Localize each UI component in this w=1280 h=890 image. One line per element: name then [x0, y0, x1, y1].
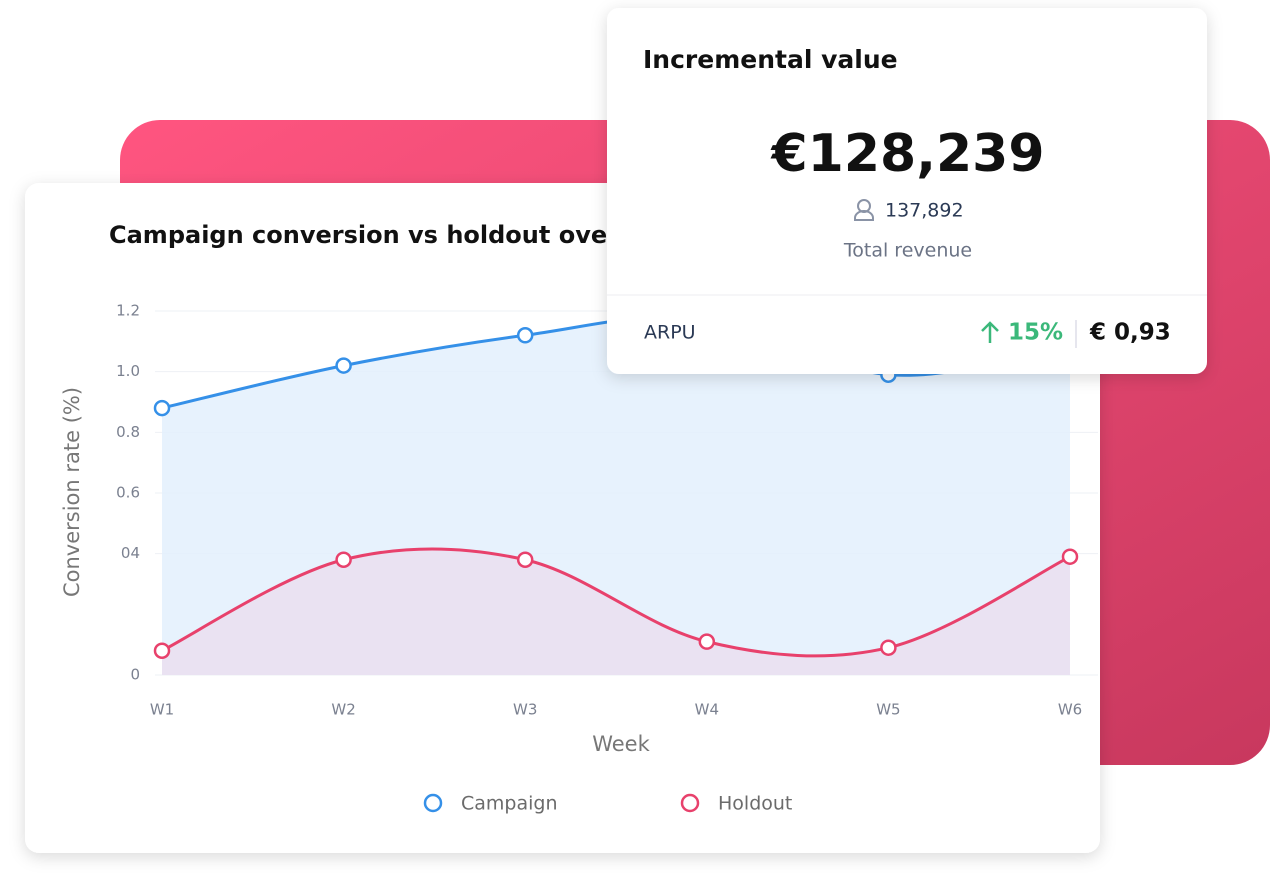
x-tick-label: W4: [695, 701, 719, 719]
users: 137,892: [885, 200, 964, 222]
series-area: [162, 548, 1070, 675]
point: [880, 639, 897, 656]
caption: Total revenue: [843, 240, 972, 262]
legend-marker: [680, 793, 700, 813]
y-tick-label: 0: [130, 666, 140, 684]
point: [698, 633, 716, 650]
x-tick-label: W5: [876, 701, 900, 719]
point: [516, 327, 534, 344]
point: [335, 357, 352, 374]
chart-title: Campaign conversion vs holdout over t: [109, 221, 639, 249]
point: [335, 551, 352, 568]
amount: €128,239: [770, 124, 1044, 184]
value-card: Incremental value €128,239 137,892 Total…: [607, 8, 1207, 374]
y-tick-label: 04: [121, 544, 140, 562]
card-bg: [607, 8, 1207, 374]
y-tick-label: 0.8: [116, 423, 140, 441]
series-line: [161, 547, 1071, 658]
metric: ARPU: [644, 322, 696, 344]
y-tick-label: 1.0: [116, 362, 140, 380]
card-title: Incremental value: [643, 45, 898, 74]
legend-label: Holdout: [718, 793, 792, 815]
metric-value: € 0,93: [1089, 320, 1171, 346]
x-tick-label: W1: [150, 701, 174, 719]
y-axis-label: Conversion rate (%): [60, 387, 84, 597]
x-axis-label: Week: [592, 732, 650, 756]
y-tick-label: 0.6: [116, 484, 140, 502]
x-tick-label: W2: [331, 701, 355, 719]
point: [516, 551, 534, 568]
change: 15%: [1008, 320, 1063, 346]
x-tick-label: W3: [513, 701, 537, 719]
up-arrow: [981, 321, 999, 343]
point: [1061, 548, 1079, 565]
legend-marker: [423, 793, 443, 813]
y-tick-label: 1.2: [116, 302, 140, 320]
user-icon: [854, 199, 874, 221]
point: [153, 399, 171, 417]
plot: 0 04 0.6 0.8 1.0 1.2 W1 W2 W3 W4 W5 W6 Campaign Holdo…: [116, 302, 1098, 815]
point: [153, 642, 171, 659]
x-tick-label: W6: [1058, 701, 1082, 719]
legend-label: Campaign: [461, 793, 558, 815]
